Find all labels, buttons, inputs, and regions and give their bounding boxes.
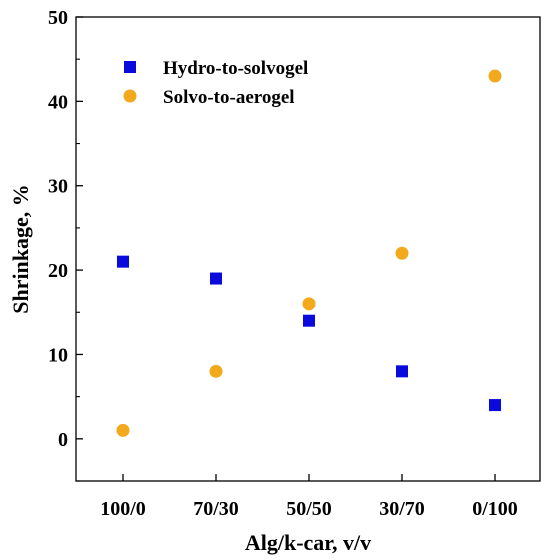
y-tick-label: 0 [58,429,68,451]
point-solvo-to-aerogel [116,423,130,437]
point-hydro-to-solvogel [396,365,408,378]
x-axis-ticks: 100/0 70/30 50/50 30/70 0/100 [100,474,518,520]
x-axis-title: Alg/k-car, v/v [245,530,371,555]
x-tick-label: 100/0 [100,498,146,520]
data-points [116,69,502,437]
y-tick-label: 50 [48,7,68,29]
legend: Hydro-to-solvogel Solvo-to-aerogel [123,58,308,108]
y-axis-title: Shrinkage, % [8,184,33,314]
x-tick-label: 30/70 [379,498,425,520]
plot-frame [75,16,541,482]
y-tick-label: 30 [48,176,68,198]
plot-border [75,16,541,482]
x-tick-label: 70/30 [193,498,239,520]
x-tick-label: 0/100 [472,498,518,520]
y-tick-label: 40 [48,91,68,113]
x-tick-label: 50/50 [286,498,332,520]
point-hydro-to-solvogel [210,272,222,285]
point-solvo-to-aerogel [395,246,409,260]
y-axis-ticks: 0 10 20 30 40 50 [48,7,83,482]
point-solvo-to-aerogel [302,297,316,311]
legend-label: Hydro-to-solvogel [163,58,308,79]
point-solvo-to-aerogel [488,69,502,83]
y-tick-label: 10 [48,344,68,366]
point-hydro-to-solvogel [117,255,129,268]
legend-marker-circle [123,89,137,103]
legend-label: Solvo-to-aerogel [163,87,295,108]
point-hydro-to-solvogel [303,314,315,327]
y-tick-label: 20 [48,260,68,282]
point-solvo-to-aerogel [209,364,223,378]
point-hydro-to-solvogel [489,399,501,412]
legend-marker-square [124,61,136,73]
